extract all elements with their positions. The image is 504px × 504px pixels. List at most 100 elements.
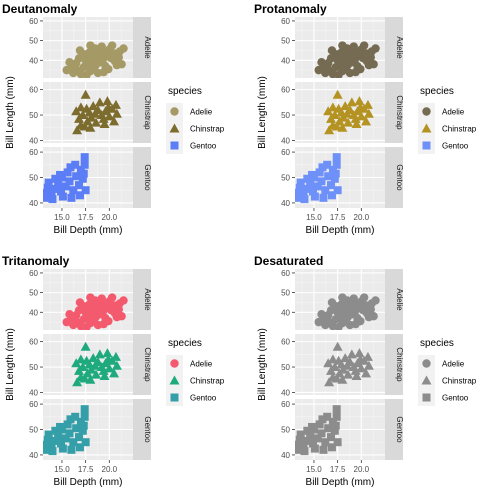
y-tick-label: 60: [281, 269, 290, 278]
facet-strip-label: Adelie: [143, 36, 152, 59]
data-point-gentoo: [303, 174, 312, 183]
data-point-adelie: [65, 310, 74, 319]
y-tick-label: 50: [281, 174, 290, 183]
data-point-chinstrap: [329, 362, 340, 372]
x-tick-label: 15.0: [54, 213, 70, 222]
y-tick-label: 60: [281, 17, 290, 26]
data-point-gentoo: [44, 430, 53, 439]
data-point-chinstrap: [346, 349, 357, 359]
data-point-gentoo: [327, 443, 336, 452]
data-point-gentoo: [80, 160, 89, 169]
data-point-gentoo: [309, 187, 317, 196]
y-axis-title: Bill Length (mm): [5, 328, 16, 401]
y-tick-label: 60: [29, 269, 38, 278]
data-point-chinstrap: [79, 121, 90, 131]
facet-strip: [385, 399, 403, 460]
x-tick-label: 15.0: [54, 465, 70, 474]
chart-tritanomaly: Tritanomaly405060Adelie405060Chinstrap40…: [2, 254, 225, 488]
facet-strip: [133, 82, 151, 143]
data-point-chinstrap: [88, 101, 99, 111]
y-tick-label: 60: [281, 86, 290, 95]
data-point-gentoo: [295, 440, 301, 449]
data-point-chinstrap: [102, 96, 113, 106]
y-tick-label: 60: [29, 400, 38, 409]
legend-title: species: [168, 338, 202, 349]
data-point-gentoo: [72, 424, 81, 433]
legend-label: Adelie: [442, 360, 465, 369]
facet-strip: [133, 399, 151, 460]
facet-strip: [133, 17, 151, 78]
data-point-adelie: [62, 65, 71, 75]
data-point-gentoo: [65, 177, 74, 186]
data-point-chinstrap: [331, 373, 342, 383]
legend-key-circle: [170, 359, 179, 368]
data-point-gentoo: [332, 405, 341, 414]
data-point-chinstrap: [331, 121, 342, 131]
data-point-chinstrap: [85, 122, 96, 132]
data-point-gentoo: [299, 190, 308, 199]
x-axis-title: Bill Depth (mm): [306, 225, 375, 236]
data-point-chinstrap: [91, 369, 102, 379]
data-point-gentoo: [51, 426, 60, 435]
data-point-gentoo: [327, 191, 336, 200]
data-point-gentoo: [54, 431, 63, 440]
legend-label: Adelie: [190, 360, 213, 369]
data-point-chinstrap: [94, 97, 105, 107]
facet-adelie: 40 50 60 Adelie: [281, 17, 404, 78]
data-point-adelie: [114, 53, 123, 62]
data-point-gentoo: [71, 160, 80, 169]
legend: species Adelie Chinstrap Gentoo: [418, 86, 477, 154]
data-point-adelie: [338, 41, 347, 50]
y-tick-label: 60: [29, 86, 38, 95]
data-point-adelie: [349, 42, 358, 51]
facet-strip: [133, 334, 151, 395]
data-point-chinstrap: [109, 368, 120, 378]
legend-label: Adelie: [190, 108, 213, 117]
data-point-chinstrap: [363, 108, 374, 118]
data-point-chinstrap: [324, 377, 335, 387]
data-point-gentoo: [57, 187, 65, 196]
data-point-adelie: [62, 317, 71, 327]
data-point-gentoo: [43, 193, 51, 202]
data-point-chinstrap: [104, 363, 115, 373]
data-point-chinstrap: [110, 351, 121, 361]
data-point-chinstrap: [350, 113, 361, 123]
data-point-adelie: [82, 70, 91, 78]
data-point-adelie: [351, 67, 360, 77]
y-tick-label: 60: [29, 338, 38, 347]
data-point-gentoo: [57, 439, 65, 448]
data-point-gentoo: [306, 179, 315, 188]
legend-key-square: [422, 393, 431, 402]
facet-strip: [133, 147, 151, 208]
data-point-gentoo: [299, 442, 308, 451]
data-point-gentoo: [48, 195, 57, 204]
data-point-gentoo: [295, 183, 304, 192]
data-point-chinstrap: [340, 353, 351, 363]
data-point-gentoo: [295, 435, 304, 444]
legend-key-circle: [170, 107, 179, 116]
facet-strip-label: Adelie: [143, 288, 152, 311]
data-points: [295, 153, 342, 204]
data-point-gentoo: [58, 444, 67, 453]
data-point-gentoo: [327, 181, 335, 190]
data-point-adelie: [119, 44, 128, 53]
facet-adelie: 40 50 60 Adelie: [281, 269, 404, 330]
x-tick-label: 20.0: [354, 213, 370, 222]
data-point-gentoo: [331, 421, 340, 430]
facet-strip: [385, 269, 403, 330]
x-tick-label: 17.5: [330, 213, 346, 222]
data-point-gentoo: [75, 181, 83, 190]
legend-key-square: [170, 141, 179, 150]
data-point-chinstrap: [79, 373, 90, 383]
data-point-adelie: [369, 60, 378, 69]
y-tick-label: 60: [281, 148, 290, 157]
data-point-gentoo: [296, 430, 305, 439]
data-point-gentoo: [332, 153, 341, 162]
data-point-chinstrap: [92, 356, 103, 366]
data-point-gentoo: [333, 438, 342, 447]
data-point-chinstrap: [98, 113, 109, 123]
data-point-chinstrap: [99, 370, 110, 380]
data-point-adelie: [86, 293, 95, 302]
facet-gentoo: 40 50 60 Gentoo: [281, 147, 404, 208]
data-point-gentoo: [80, 412, 89, 421]
